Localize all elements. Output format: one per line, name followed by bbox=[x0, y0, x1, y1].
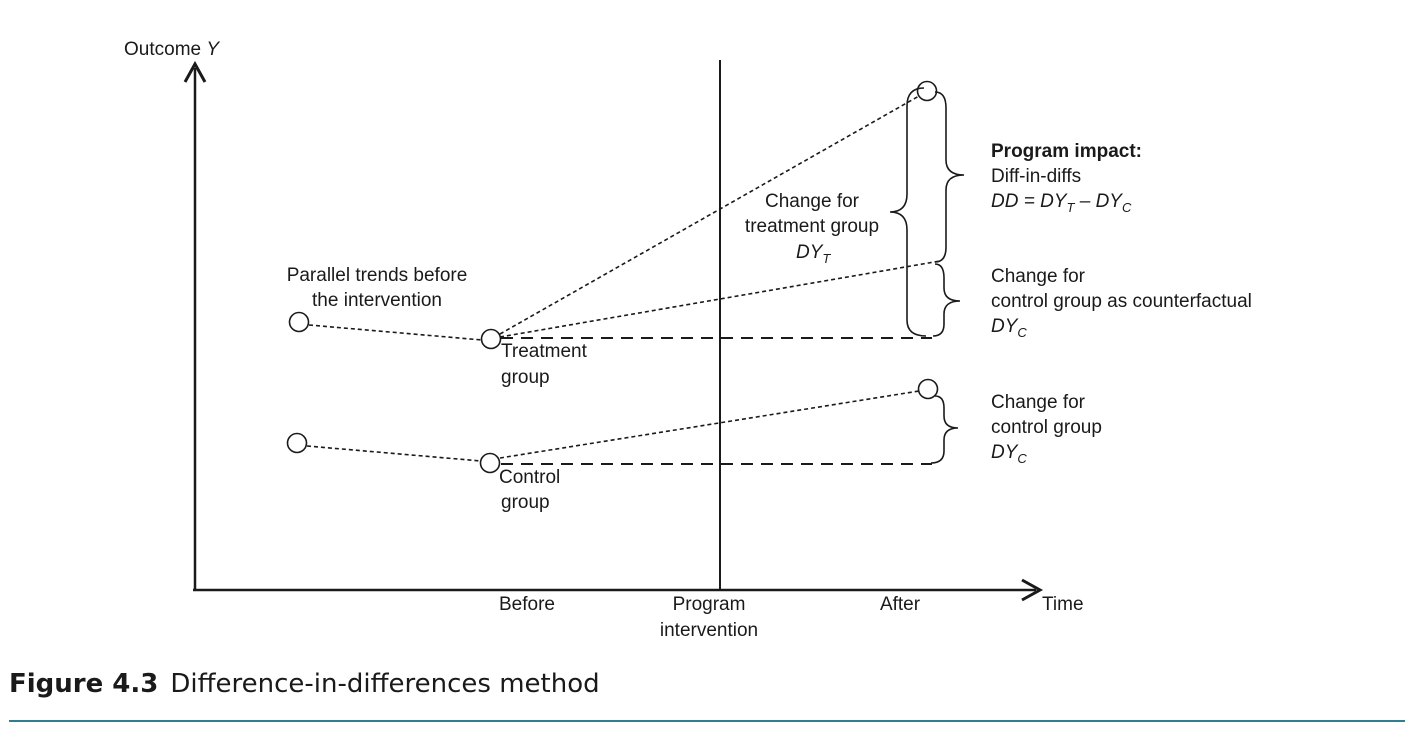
treatment-point-early bbox=[288, 311, 310, 333]
did-diagram: Outcome Y Time Before Program interventi… bbox=[124, 39, 1252, 641]
control-group-label-1: Control bbox=[499, 467, 560, 488]
caption-rule bbox=[9, 720, 1405, 722]
control-post-trend bbox=[499, 390, 920, 459]
parallel-trends-label-2: the intervention bbox=[312, 290, 442, 311]
treatment-change-brace bbox=[889, 87, 927, 337]
x-axis-arrowhead bbox=[1021, 578, 1044, 602]
tick-before: Before bbox=[499, 594, 555, 615]
impact-formula: DD = DYT – DYC bbox=[991, 191, 1132, 215]
treatment-point-before bbox=[480, 328, 502, 350]
y-axis-arrowhead bbox=[183, 60, 207, 83]
control-change-brace bbox=[930, 395, 959, 464]
program-impact-brace bbox=[934, 91, 965, 263]
treatment-change-label-2: treatment group bbox=[745, 216, 879, 237]
treatment-point-after bbox=[916, 80, 938, 102]
control-change-label-1: Change for bbox=[991, 392, 1086, 413]
control-change-symbol: DYC bbox=[991, 442, 1027, 466]
control-group-label-2: group bbox=[501, 492, 550, 513]
control-change-label-2: control group bbox=[991, 417, 1102, 438]
x-axis-label: Time bbox=[1042, 594, 1084, 615]
counterfactual-symbol: DYC bbox=[991, 316, 1027, 340]
counterfactual-brace bbox=[932, 263, 961, 337]
y-axis-label: Outcome Y bbox=[124, 39, 220, 60]
control-point-after bbox=[917, 378, 939, 400]
treatment-post-trend bbox=[499, 95, 920, 335]
figure-caption: Figure 4.3 Difference-in-differences meth… bbox=[9, 669, 600, 699]
control-pre-trend bbox=[306, 445, 482, 462]
control-point-before bbox=[479, 452, 501, 474]
counterfactual-label-2: control group as counterfactual bbox=[991, 291, 1252, 312]
tick-after: After bbox=[880, 594, 921, 615]
treatment-change-label-1: Change for bbox=[765, 191, 860, 212]
treatment-group-label-1: Treatment bbox=[501, 341, 588, 362]
impact-label: Diff-in-diffs bbox=[991, 166, 1081, 187]
parallel-trends-label-1: Parallel trends before bbox=[287, 265, 468, 286]
counterfactual-label-1: Change for bbox=[991, 266, 1086, 287]
figure-number: Figure 4.3 bbox=[9, 669, 159, 699]
tick-intervention: intervention bbox=[660, 620, 758, 641]
figure-title: Difference-in-differences method bbox=[170, 669, 600, 699]
counterfactual-trend bbox=[499, 260, 941, 338]
treatment-change-symbol: DYT bbox=[796, 242, 831, 266]
treatment-group-label-2: group bbox=[501, 367, 550, 388]
tick-program: Program bbox=[673, 594, 746, 615]
impact-title: Program impact: bbox=[991, 141, 1142, 162]
treatment-pre-trend bbox=[308, 324, 483, 341]
control-point-early bbox=[286, 432, 308, 454]
